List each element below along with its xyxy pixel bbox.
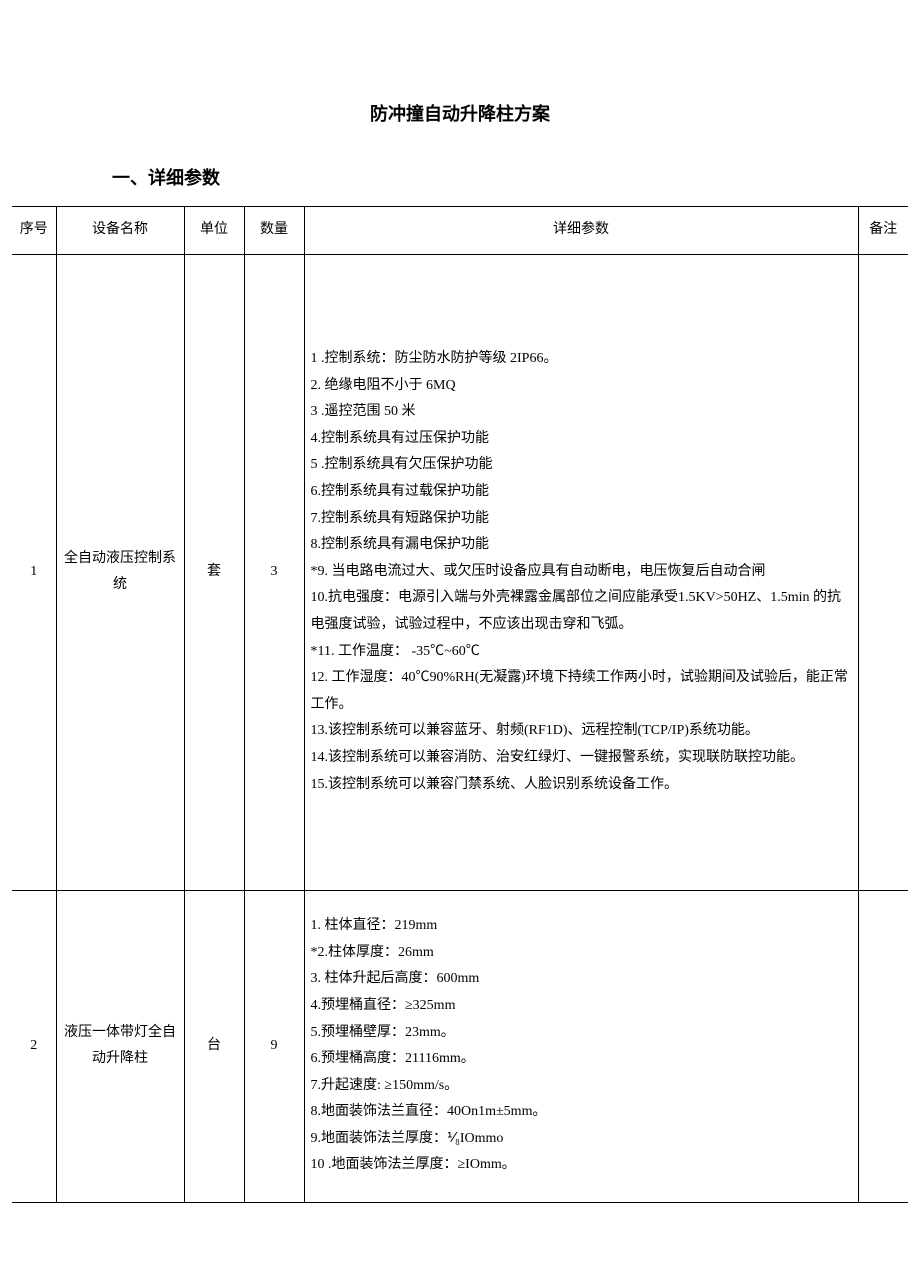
cell-name: 液压一体带灯全自动升降柱 [56, 890, 184, 1202]
table-header-row: 序号 设备名称 单位 数量 详细参数 备注 [12, 207, 908, 255]
param-line: *11. 工作温度： -35℃~60℃ [311, 639, 852, 666]
param-line: 15.该控制系统可以兼容门禁系统、人脸识别系统设备工作。 [311, 772, 852, 799]
cell-unit: 套 [184, 254, 244, 890]
param-line: 1 .控制系统：防尘防水防护等级 2IP66。 [311, 346, 852, 373]
col-header-unit: 单位 [184, 207, 244, 255]
cell-params: 1 .控制系统：防尘防水防护等级 2IP66。 2. 绝缘电阻不小于 6MQ 3… [304, 254, 858, 890]
table-row: 2 液压一体带灯全自动升降柱 台 9 1. 柱体直径：219mm *2.柱体厚度… [12, 890, 908, 1202]
param-line: 4.预埋桶直径：≥325mm [311, 993, 852, 1020]
param-line: 7.控制系统具有短路保护功能 [311, 506, 852, 533]
cell-params: 1. 柱体直径：219mm *2.柱体厚度：26mm 3. 柱体升起后高度：60… [304, 890, 858, 1202]
cell-qty: 3 [244, 254, 304, 890]
param-line: *9. 当电路电流过大、或欠压时设备应具有自动断电，电压恢复后自动合闸 [311, 559, 852, 586]
col-header-note: 备注 [858, 207, 908, 255]
param-line: 9.地面装饰法兰厚度：⅟₈IOmmo [311, 1126, 852, 1153]
cell-unit: 台 [184, 890, 244, 1202]
param-line: 12. 工作湿度：40℃90%RH(无凝露)环境下持续工作两小时，试验期间及试验… [311, 665, 852, 718]
param-line: 10 .地面装饰法兰厚度：≥IOmm。 [311, 1152, 852, 1179]
param-line: 5 .控制系统具有欠压保护功能 [311, 452, 852, 479]
param-line: 13.该控制系统可以兼容蓝牙、射频(RF1D)、远程控制(TCP/IP)系统功能… [311, 718, 852, 745]
col-header-seq: 序号 [12, 207, 56, 255]
param-line: 8.地面装饰法兰直径：40On1m±5mm。 [311, 1099, 852, 1126]
param-line: 8.控制系统具有漏电保护功能 [311, 532, 852, 559]
param-line: 1. 柱体直径：219mm [311, 913, 852, 940]
param-line: 6.预埋桶高度：21116mm。 [311, 1046, 852, 1073]
param-line: 7.升起速度: ≥150mm/s。 [311, 1073, 852, 1100]
param-line: 14.该控制系统可以兼容消防、治安红绿灯、一键报警系统，实现联防联控功能。 [311, 745, 852, 772]
col-header-param: 详细参数 [304, 207, 858, 255]
table-row: 1 全自动液压控制系统 套 3 1 .控制系统：防尘防水防护等级 2IP66。 … [12, 254, 908, 890]
col-header-qty: 数量 [244, 207, 304, 255]
param-line: *2.柱体厚度：26mm [311, 940, 852, 967]
cell-name: 全自动液压控制系统 [56, 254, 184, 890]
param-line: 10.抗电强度：电源引入端与外壳裸露金属部位之间应能承受1.5KV>50HZ、1… [311, 585, 852, 638]
spec-table: 序号 设备名称 单位 数量 详细参数 备注 1 全自动液压控制系统 套 3 1 … [12, 206, 908, 1203]
col-header-name: 设备名称 [56, 207, 184, 255]
param-line: 2. 绝缘电阻不小于 6MQ [311, 373, 852, 400]
param-line: 3. 柱体升起后高度：600mm [311, 966, 852, 993]
page-title: 防冲撞自动升降柱方案 [12, 100, 908, 126]
cell-seq: 2 [12, 890, 56, 1202]
cell-qty: 9 [244, 890, 304, 1202]
param-line: 5.预埋桶壁厚：23mm。 [311, 1020, 852, 1047]
param-line: 3 .遥控范围 50 米 [311, 399, 852, 426]
section-heading: 一、详细参数 [112, 164, 908, 190]
cell-seq: 1 [12, 254, 56, 890]
param-line: 6.控制系统具有过载保护功能 [311, 479, 852, 506]
param-line: 4.控制系统具有过压保护功能 [311, 426, 852, 453]
cell-note [858, 254, 908, 890]
cell-note [858, 890, 908, 1202]
